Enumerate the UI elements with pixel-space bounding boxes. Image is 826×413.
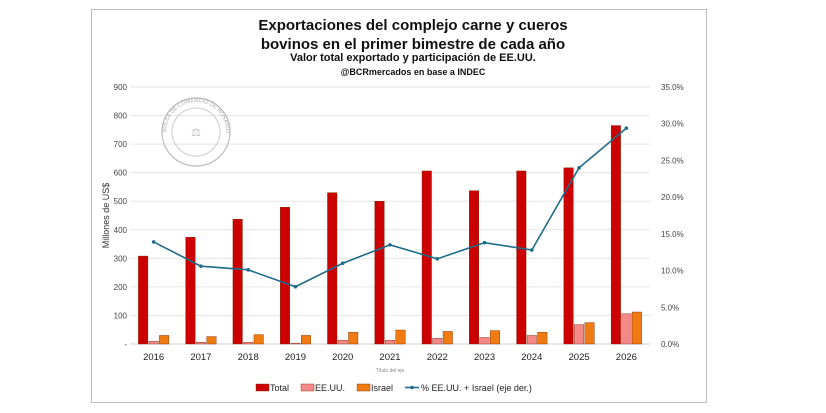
line-point <box>199 264 203 268</box>
bar-israel <box>395 329 406 345</box>
y-tick-label: 900 <box>114 83 128 92</box>
bar-eeuu <box>243 342 254 345</box>
x-tick-label: 2025 <box>569 352 590 363</box>
bar-total <box>138 255 149 345</box>
x-axis-title: Título del eje <box>376 368 405 374</box>
x-tick-label: 2016 <box>143 352 164 363</box>
line-point <box>530 248 534 252</box>
watermark-logo <box>161 97 231 167</box>
bar-israel <box>584 322 595 345</box>
bar-total <box>563 167 574 345</box>
y-tick-label: 800 <box>114 112 128 121</box>
y-tick-label: 200 <box>114 283 128 292</box>
x-tick-label: 2024 <box>521 352 542 363</box>
bar-eeuu <box>195 342 206 345</box>
bar-eeuu <box>621 313 632 345</box>
y-tick-label: 700 <box>114 140 128 149</box>
y2-tick-label: 30.0% <box>661 120 684 129</box>
bar-eeuu <box>574 324 585 345</box>
y2-tick-label: 20.0% <box>661 193 684 202</box>
y-tick-label: 600 <box>114 169 128 178</box>
x-tick-label: 2021 <box>379 352 400 363</box>
bar-israel <box>348 332 359 345</box>
line-point <box>246 268 250 272</box>
y2-tick-label: 35.0% <box>661 83 684 92</box>
x-tick-label: 2023 <box>474 352 495 363</box>
bar-israel <box>490 330 500 345</box>
bar-israel <box>253 334 264 345</box>
bar-total <box>516 170 527 345</box>
y-tick-label: 400 <box>114 226 128 235</box>
y-tick-label: 500 <box>114 197 128 206</box>
bar-israel <box>537 332 548 345</box>
line-point <box>577 165 581 170</box>
line-point <box>482 240 487 245</box>
bar-total <box>280 207 290 345</box>
legend-label: EE.UU. <box>315 383 345 393</box>
bar-eeuu <box>290 342 301 345</box>
chart-frame <box>91 9 707 403</box>
line-point <box>435 257 440 261</box>
chart-subtitle: Valor total exportado y participación de… <box>290 52 536 64</box>
legend-marker <box>410 385 414 390</box>
bar-israel <box>442 331 453 345</box>
legend-swatch <box>356 383 371 392</box>
watermark-icon: ⚖ <box>191 127 201 139</box>
y2-tick-label: 5.0% <box>661 303 679 312</box>
bar-israel <box>159 335 170 345</box>
y2-tick-label: 25.0% <box>661 156 684 165</box>
line-point <box>151 240 156 244</box>
line-point <box>293 284 298 289</box>
legend-swatch <box>255 383 270 392</box>
y-tick-label: 300 <box>114 254 128 263</box>
bar-eeuu <box>337 340 348 345</box>
bar-eeuu <box>526 335 537 345</box>
bar-total <box>374 201 385 345</box>
y-tick-label: - <box>124 340 127 349</box>
line-point <box>340 261 345 266</box>
bar-israel <box>631 311 642 345</box>
x-tick-label: 2022 <box>427 352 448 363</box>
bar-eeuu <box>479 337 490 345</box>
bar-total <box>610 125 621 345</box>
bar-eeuu <box>148 340 159 345</box>
x-tick-label: 2020 <box>332 352 353 363</box>
bar-total <box>469 190 479 345</box>
line-series <box>153 127 627 288</box>
legend-label: Israel <box>371 383 393 393</box>
x-tick-label: 2026 <box>616 352 637 363</box>
line-point <box>624 126 629 130</box>
bar-total <box>185 237 196 345</box>
legend-label: Total <box>270 383 289 393</box>
y2-tick-label: 0.0% <box>661 340 679 349</box>
y2-tick-label: 15.0% <box>661 230 684 239</box>
watermark-logo-inner <box>171 107 221 157</box>
bar-eeuu <box>432 338 443 345</box>
x-tick-label: 2017 <box>190 352 211 363</box>
bar-total <box>232 219 243 345</box>
y2-tick-label: 10.0% <box>661 267 684 276</box>
x-tick-label: 2018 <box>238 352 259 363</box>
bar-israel <box>206 336 217 345</box>
chart-source: @BCRmercados en base a INDEC <box>340 67 486 77</box>
line-point <box>388 243 392 247</box>
y-axis-title: Millones de US$ <box>101 183 111 249</box>
legend-label: % EE.UU. + Israel (eje der.) <box>421 383 532 393</box>
chart-title: Exportaciones del complejo carne y cuero… <box>258 17 568 53</box>
x-tick-label: 2019 <box>285 352 306 363</box>
bar-eeuu <box>385 340 395 345</box>
bar-israel <box>301 335 311 345</box>
y-tick-label: 100 <box>114 311 128 320</box>
legend-swatch <box>300 383 315 392</box>
